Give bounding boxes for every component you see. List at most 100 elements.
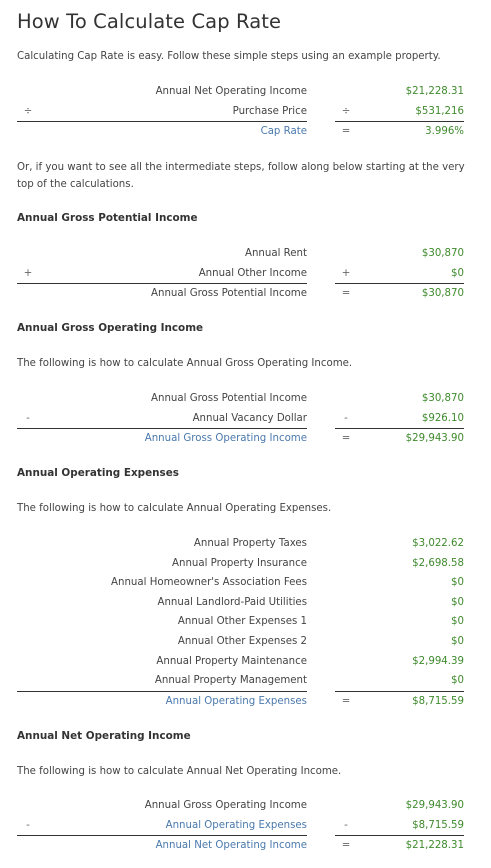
equals-sign: =	[341, 433, 351, 445]
row-value: $30,870	[421, 393, 464, 404]
section-description: The following is how to calculate Annual…	[17, 503, 332, 514]
equals-sign: =	[341, 840, 351, 852]
row-label: Purchase Price	[232, 105, 307, 117]
operator-left: -	[26, 412, 30, 424]
divider-line	[17, 428, 307, 430]
gross-operating-income-link[interactable]: Annual Gross Operating Income	[144, 433, 307, 445]
row-value: $0	[451, 635, 464, 647]
calc-row: Annual Property Insurance $2,698.58	[17, 554, 464, 574]
calc-row: Annual Property Management $0	[17, 671, 464, 691]
row-value: $21,228.31	[405, 86, 464, 97]
intro-text: Calculating Cap Rate is easy. Follow the…	[17, 51, 441, 62]
net-operating-income-link[interactable]: Annual Net Operating Income	[155, 840, 307, 852]
row-label: Annual Other Expenses 2	[177, 635, 307, 647]
operator-right: +	[341, 267, 351, 279]
row-value: $3,022.62	[412, 538, 464, 549]
cap-rate-link[interactable]: Cap Rate	[260, 126, 307, 138]
section-heading-gross-operating-income: Annual Gross Operating Income	[17, 322, 204, 334]
equals-sign: =	[341, 126, 351, 138]
operating-expenses-link[interactable]: Annual Operating Expenses	[165, 819, 307, 831]
row-label: Annual Net Operating Income	[155, 86, 307, 97]
divider-line	[335, 283, 464, 285]
operator-left: ÷	[23, 105, 33, 117]
operator-left: -	[26, 819, 30, 831]
divider-line	[335, 428, 464, 430]
row-value: $29,943.90	[405, 800, 464, 811]
row-value: $8,715.59	[412, 819, 464, 831]
calc-row: - Annual Operating Expenses - $8,715.59	[17, 816, 464, 836]
divider-line	[17, 690, 307, 692]
calc-total-row: Annual Operating Expenses = $8,715.59	[17, 690, 464, 712]
row-value: $30,870	[421, 248, 464, 259]
row-value: $0	[451, 596, 464, 608]
calc-total-row: Annual Gross Potential Income = $30,870	[17, 283, 464, 304]
section-heading-gross-potential-income: Annual Gross Potential Income	[17, 212, 198, 224]
row-value: $926.10	[421, 412, 464, 424]
divider-line	[17, 283, 307, 285]
row-label: Annual Gross Potential Income	[151, 393, 307, 404]
operator-right: -	[344, 819, 348, 831]
divider-line	[17, 835, 307, 837]
row-label: Annual Other Expenses 1	[177, 616, 307, 628]
calc-row: Annual Landlord-Paid Utilities $0	[17, 593, 464, 613]
row-label: Annual Property Management	[154, 675, 307, 687]
divider-line	[335, 121, 464, 123]
operating-expenses-calculation: Annual Property Taxes $3,022.62 Annual P…	[17, 534, 464, 712]
row-label: Annual Property Taxes	[193, 538, 307, 549]
calc-row: + Annual Other Income + $0	[17, 264, 464, 284]
calc-row: Annual Homeowner's Association Fees $0	[17, 573, 464, 593]
operating-expenses-link[interactable]: Annual Operating Expenses	[165, 695, 307, 707]
section-description: The following is how to calculate Annual…	[17, 766, 342, 777]
calc-row: Annual Gross Operating Income $29,943.90	[17, 796, 464, 816]
divider-line	[335, 690, 464, 692]
row-value: $0	[451, 616, 464, 628]
row-value: $0	[451, 577, 464, 589]
equals-sign: =	[341, 288, 351, 300]
gross-potential-income-calculation: Annual Rent $30,870 + Annual Other Incom…	[17, 244, 464, 304]
row-label: Annual Property Maintenance	[156, 655, 307, 667]
row-value: $531,216	[415, 105, 464, 117]
total-value: $29,943.90	[405, 433, 464, 445]
divider-line	[335, 835, 464, 837]
calc-total-row: Annual Net Operating Income = $21,228.31	[17, 835, 464, 856]
total-value: $21,228.31	[405, 840, 464, 852]
row-label: Annual Vacancy Dollar	[192, 412, 307, 424]
calc-row: Annual Property Taxes $3,022.62	[17, 534, 464, 554]
total-value: $30,870	[421, 288, 464, 300]
calc-row: Annual Gross Potential Income $30,870	[17, 389, 464, 409]
row-label: Annual Rent	[245, 248, 307, 259]
calc-row: - Annual Vacancy Dollar - $926.10	[17, 409, 464, 429]
gross-operating-income-calculation: Annual Gross Potential Income $30,870 - …	[17, 389, 464, 449]
calc-row: Annual Rent $30,870	[17, 244, 464, 264]
row-value: $2,698.58	[412, 557, 464, 569]
calc-row: Annual Other Expenses 1 $0	[17, 612, 464, 632]
net-operating-income-calculation: Annual Gross Operating Income $29,943.90…	[17, 796, 464, 856]
total-value: $8,715.59	[412, 695, 464, 707]
calc-row: ÷ Purchase Price ÷ $531,216	[17, 102, 464, 122]
calc-total-row: Annual Gross Operating Income = $29,943.…	[17, 428, 464, 449]
total-label: Annual Gross Potential Income	[151, 288, 307, 300]
calc-row: Annual Property Maintenance $2,994.39	[17, 652, 464, 672]
divider-line	[17, 121, 307, 123]
row-label: Annual Property Insurance	[172, 557, 307, 569]
intermediate-text: Or, if you want to see all the intermedi…	[17, 162, 465, 190]
calc-row: Annual Net Operating Income $21,228.31	[17, 82, 464, 102]
section-description: The following is how to calculate Annual…	[17, 358, 353, 369]
row-value: $0	[451, 267, 464, 279]
cap-rate-calculation: Annual Net Operating Income $21,228.31 ÷…	[17, 82, 464, 142]
operator-right: ÷	[341, 105, 351, 117]
row-value: $0	[451, 675, 464, 687]
page-title: How To Calculate Cap Rate	[17, 10, 282, 33]
section-heading-operating-expenses: Annual Operating Expenses	[17, 467, 179, 479]
calc-total-row: Cap Rate = 3.996%	[17, 121, 464, 142]
section-heading-net-operating-income: Annual Net Operating Income	[17, 730, 191, 742]
operator-right: -	[344, 412, 348, 424]
equals-sign: =	[341, 695, 351, 707]
row-label: Annual Landlord-Paid Utilities	[157, 596, 307, 608]
cap-rate-value: 3.996%	[425, 126, 464, 138]
row-label: Annual Gross Operating Income	[144, 800, 307, 811]
row-label: Annual Homeowner's Association Fees	[111, 577, 307, 589]
operator-left: +	[23, 267, 33, 279]
row-value: $2,994.39	[412, 655, 464, 667]
row-label: Annual Other Income	[198, 267, 307, 279]
